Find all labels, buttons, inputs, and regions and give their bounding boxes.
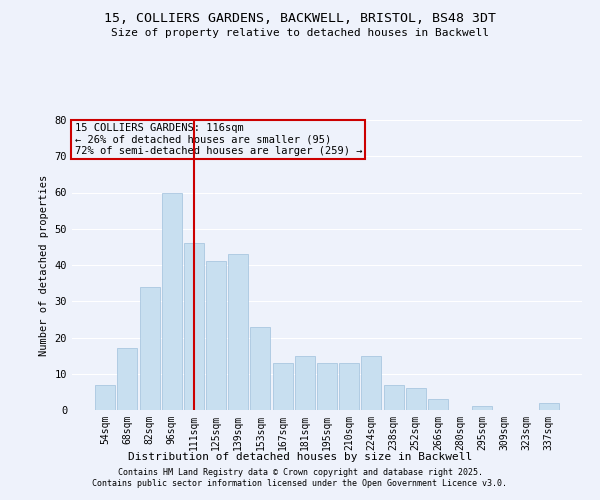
Text: 15 COLLIERS GARDENS: 116sqm
← 26% of detached houses are smaller (95)
72% of sem: 15 COLLIERS GARDENS: 116sqm ← 26% of det… (74, 123, 362, 156)
Bar (295, 356, 315, 410)
Bar (206, 262, 226, 410)
Bar (140, 287, 160, 410)
Bar (272, 363, 293, 410)
Bar (118, 348, 137, 410)
Bar (472, 406, 492, 410)
Bar (228, 254, 248, 410)
Text: Distribution of detached houses by size in Backwell: Distribution of detached houses by size … (128, 452, 472, 462)
Bar (339, 363, 359, 410)
Bar (383, 384, 404, 410)
Bar (95, 384, 115, 410)
Bar (317, 363, 337, 410)
Bar (428, 399, 448, 410)
Bar (250, 326, 271, 410)
Bar (162, 192, 182, 410)
Y-axis label: Number of detached properties: Number of detached properties (39, 174, 49, 356)
Bar (406, 388, 426, 410)
Text: 15, COLLIERS GARDENS, BACKWELL, BRISTOL, BS48 3DT: 15, COLLIERS GARDENS, BACKWELL, BRISTOL,… (104, 12, 496, 26)
Bar (184, 244, 204, 410)
Text: Size of property relative to detached houses in Backwell: Size of property relative to detached ho… (111, 28, 489, 38)
Text: Contains HM Land Registry data © Crown copyright and database right 2025.
Contai: Contains HM Land Registry data © Crown c… (92, 468, 508, 487)
Bar (361, 356, 382, 410)
Bar (539, 403, 559, 410)
